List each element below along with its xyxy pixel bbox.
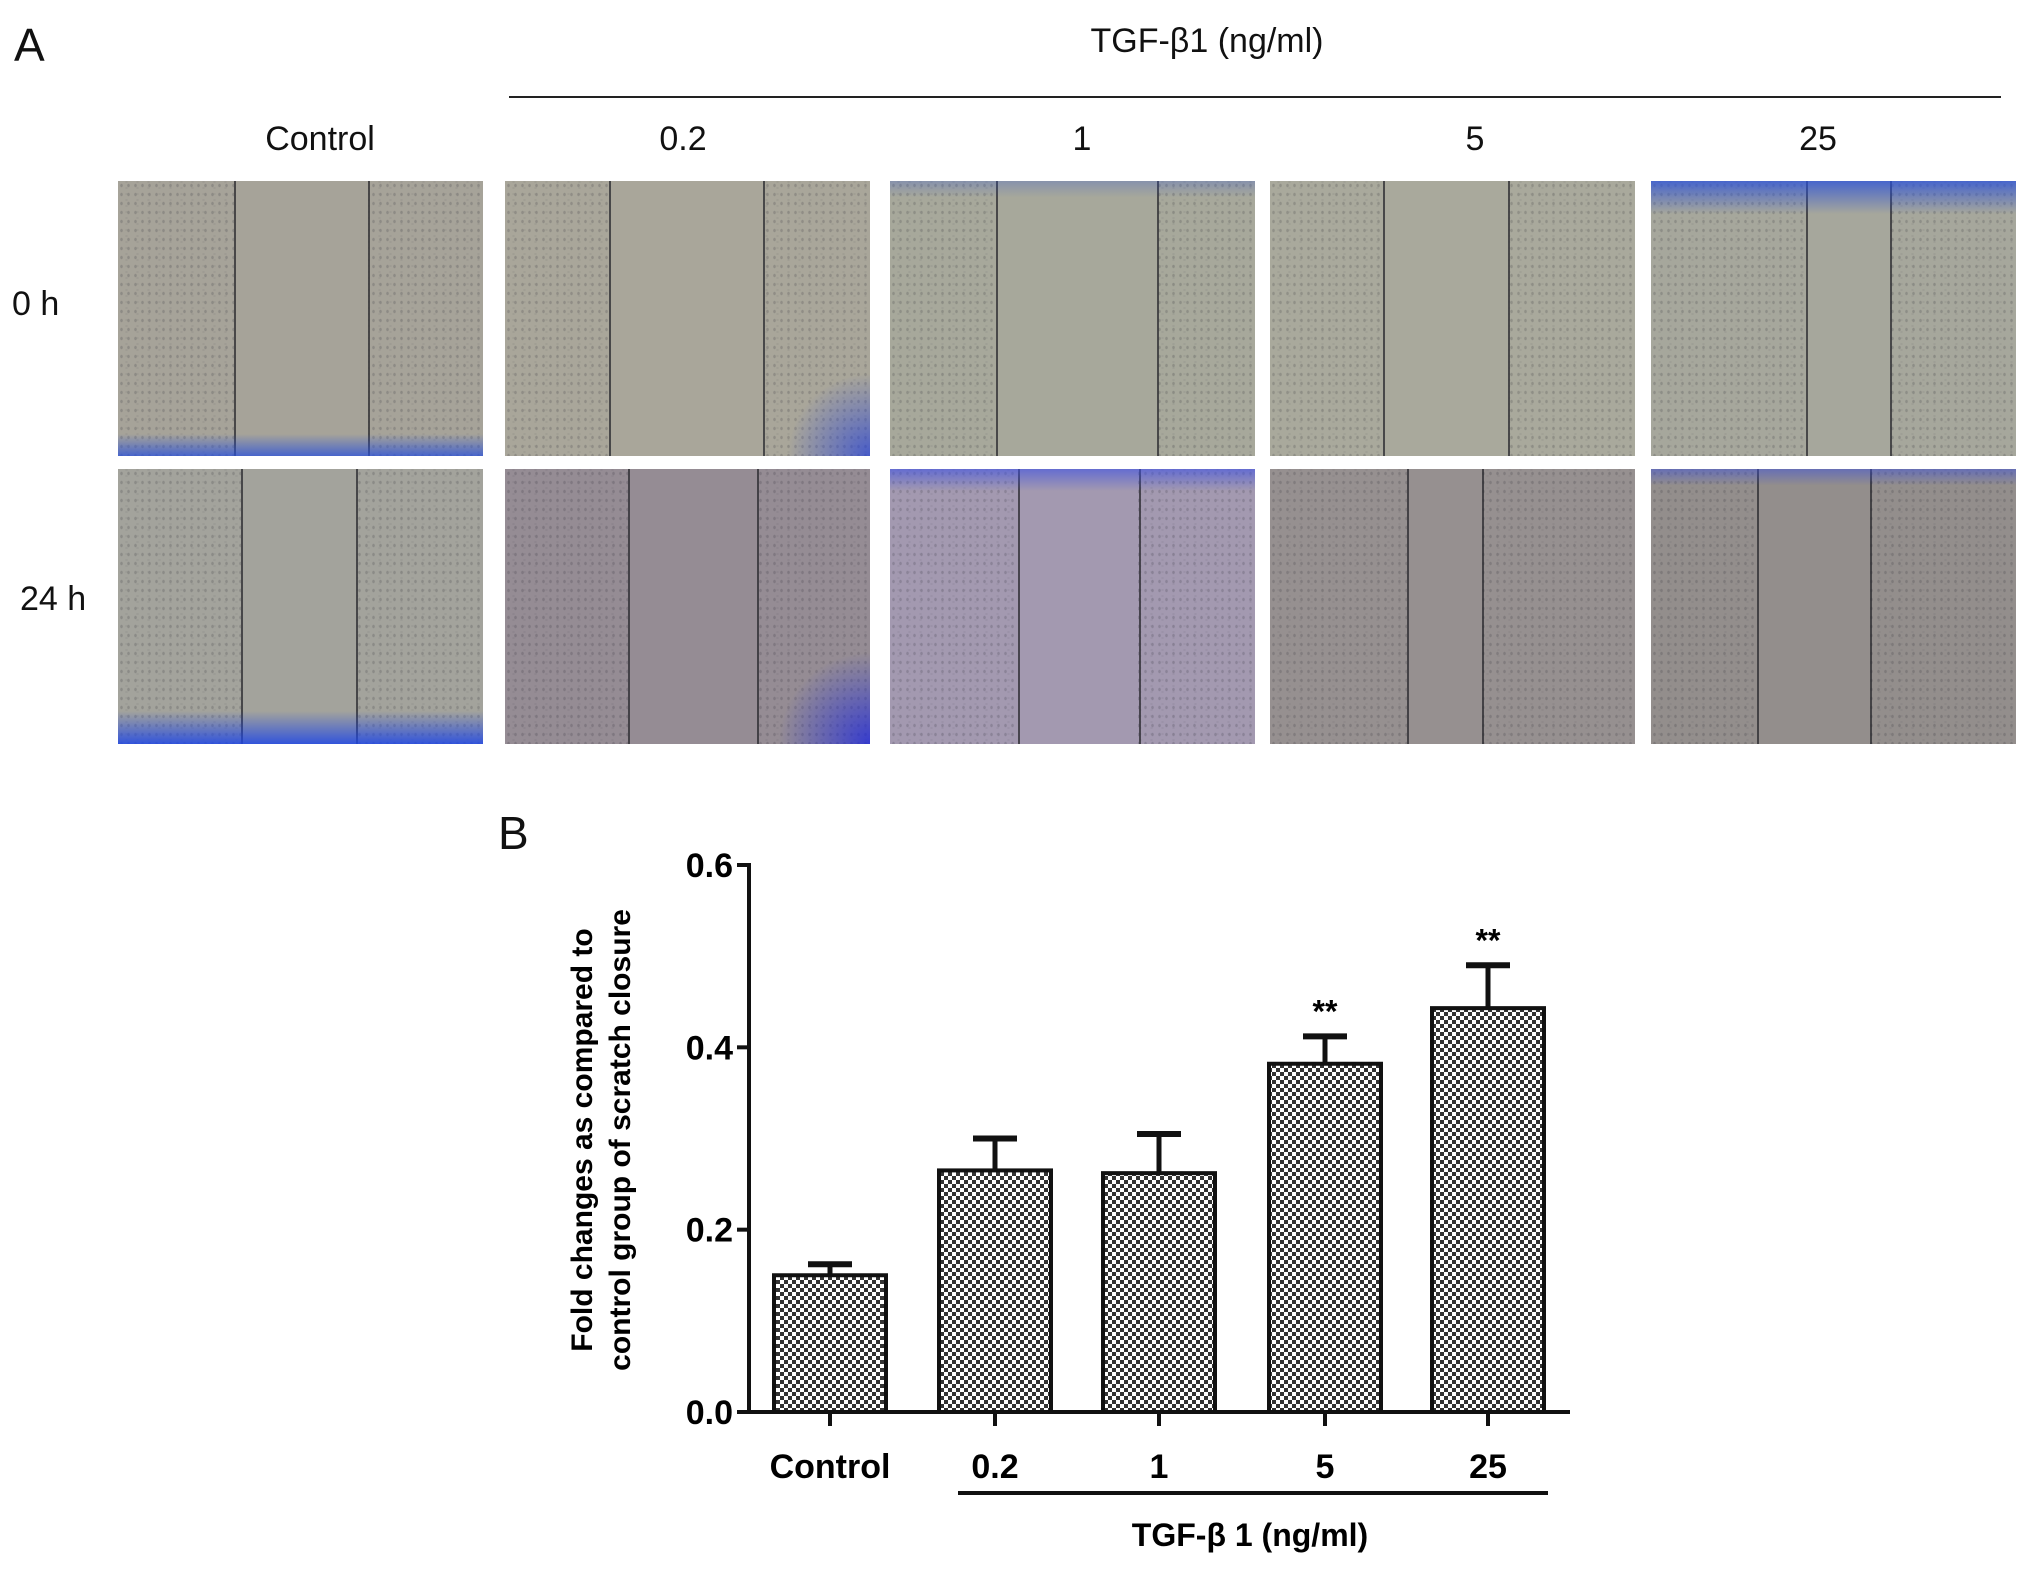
scratch-edge-line [996, 181, 999, 456]
scratch-micrograph [118, 469, 483, 744]
panel-b-label: B [498, 807, 529, 859]
y-axis-label: control group of scratch closure [604, 909, 637, 1371]
bar [1267, 1061, 1383, 1414]
x-tick-label: 0.2 [971, 1448, 1018, 1486]
bar [772, 1273, 888, 1414]
y-tick-label: 0.2 [686, 1212, 733, 1250]
scratch-edge-line [1508, 181, 1511, 456]
scratch-edge-line [1156, 181, 1159, 456]
treatment-group-line [509, 96, 2001, 98]
column-label: 0.2 [659, 120, 707, 158]
y-tick-label: 0.6 [686, 847, 733, 885]
scratch-micrograph [1651, 469, 2016, 744]
column-label: Control [265, 120, 375, 158]
scratch-micrograph [505, 469, 870, 744]
panel-a-label: A [14, 19, 45, 71]
y-axis-label: Fold changes as compared to [566, 928, 599, 1351]
scratch-micrograph [1270, 469, 1635, 744]
row-label: 0 h [12, 285, 60, 323]
y-tick-label: 0.4 [686, 1029, 733, 1067]
column-label: 1 [1072, 120, 1092, 158]
treatment-group-title: TGF-β1 (ng/ml) [1090, 22, 1324, 60]
scratch-micrograph [1651, 181, 2016, 456]
scratch-micrograph [890, 469, 1255, 744]
x-tick-label: 5 [1316, 1448, 1335, 1486]
scratch-edge-line [1382, 181, 1385, 456]
scratch-edge-line [1407, 469, 1410, 744]
scratch-micrograph [118, 181, 483, 456]
bar [1101, 1171, 1217, 1414]
scratch-micrograph [890, 181, 1255, 456]
x-tick-label: Control [770, 1448, 891, 1486]
scratch-edge-line [1482, 469, 1485, 744]
x-axis-label: TGF-β 1 (ng/ml) [1132, 1517, 1368, 1553]
scratch-micrograph [505, 181, 870, 456]
row-label: 24 h [20, 580, 87, 618]
column-label: 25 [1799, 120, 1837, 158]
x-tick-label: 25 [1469, 1448, 1507, 1486]
bar [1430, 1006, 1546, 1414]
significance-marker: ** [1476, 922, 1501, 958]
scratch-micrograph [1270, 181, 1635, 456]
y-tick-label: 0.0 [686, 1394, 733, 1432]
x-tick-label: 1 [1150, 1448, 1169, 1486]
significance-marker: ** [1313, 993, 1338, 1029]
column-label: 5 [1465, 120, 1485, 158]
bar [937, 1168, 1053, 1414]
